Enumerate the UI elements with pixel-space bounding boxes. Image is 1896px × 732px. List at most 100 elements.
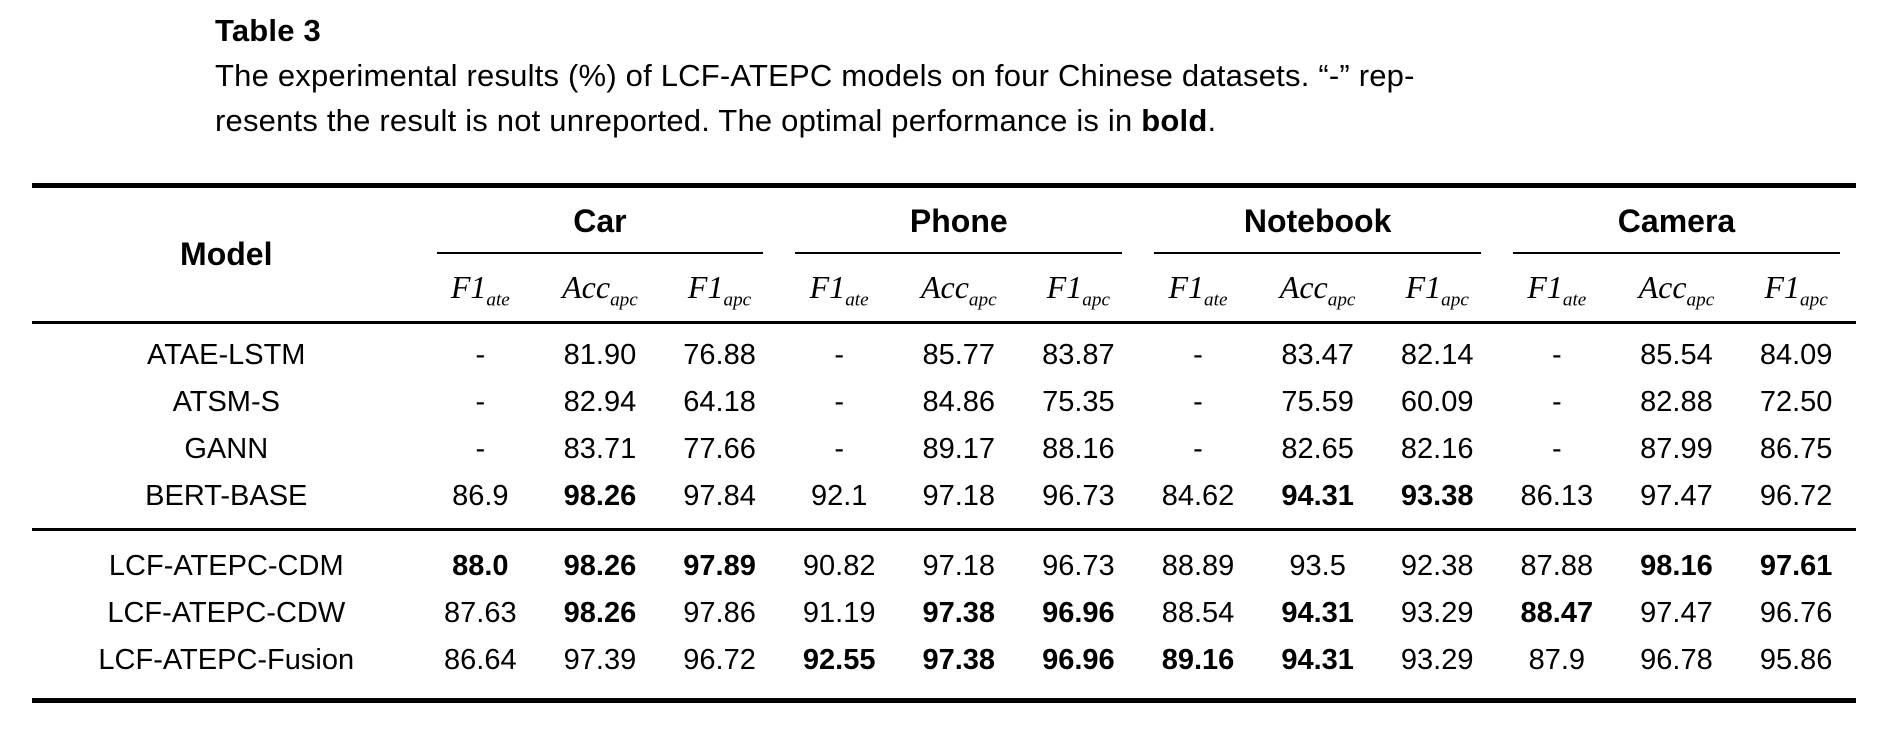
metric-base: F1 — [450, 269, 487, 305]
metric-header-car-f1-ate: F1ate — [421, 254, 541, 323]
group-header-notebook: Notebook — [1138, 186, 1497, 255]
value-cell: 92.38 — [1400, 550, 1474, 582]
value-cell: 98.26 — [563, 480, 637, 512]
value-cell: 90.82 — [802, 550, 876, 582]
value-cell: - — [1551, 386, 1562, 418]
metric-header-notebook-acc-apc: Accapc — [1258, 254, 1378, 323]
metric-subscript: apc — [968, 289, 997, 311]
baseline-rows-section: ATAE-LSTM - 81.90 76.88 - 85.77 83.87 - 83.47 82.… — [32, 323, 1856, 530]
model-cell: LCF-ATEPC-CDW — [107, 597, 346, 629]
value-cell: 76.88 — [683, 339, 756, 371]
value-cell: 97.18 — [922, 480, 996, 512]
table-row: BERT-BASE 86.9 98.26 97.84 92.1 97.18 96.73 84.… — [32, 473, 1856, 530]
value-cell: 97.47 — [1640, 597, 1713, 629]
table-row: ATAE-LSTM - 81.90 76.88 - 85.77 83.87 - 83.47 82.… — [32, 323, 1856, 380]
header-row-metrics: F1ate Accapc F1apc F1ate Accapc F1apc F1ate Acc… — [32, 254, 1856, 323]
value-cell: 97.38 — [922, 597, 996, 629]
value-cell: 72.50 — [1759, 386, 1833, 418]
metric-subscript: apc — [1800, 289, 1828, 311]
value-cell: 96.76 — [1759, 597, 1833, 629]
value-cell: 93.38 — [1400, 480, 1474, 512]
value-cell: 82.16 — [1400, 433, 1474, 465]
metric-base: Acc — [1638, 269, 1687, 305]
metric-base: F1 — [1405, 269, 1442, 305]
group-header-phone: Phone — [779, 186, 1138, 255]
metric-subscript: ate — [1204, 289, 1228, 311]
value-cell: 82.88 — [1640, 386, 1713, 418]
value-cell: 93.29 — [1400, 597, 1474, 629]
value-cell: 97.39 — [563, 644, 637, 676]
metric-subscript: ate — [486, 289, 510, 311]
metric-base: F1 — [1764, 269, 1801, 305]
table-caption: Table 3 The experimental results (%) of … — [215, 8, 1415, 143]
value-cell: 83.87 — [1042, 339, 1115, 371]
value-cell: 97.84 — [683, 480, 756, 512]
value-cell: 98.16 — [1640, 550, 1713, 582]
metric-subscript: apc — [1686, 289, 1715, 311]
metric-header-notebook-f1-apc: F1apc — [1377, 254, 1497, 323]
value-cell: 89.17 — [922, 433, 996, 465]
value-cell: 96.96 — [1042, 597, 1115, 629]
value-cell: 85.54 — [1640, 339, 1713, 371]
metric-header-phone-f1-apc: F1apc — [1019, 254, 1139, 323]
value-cell: 92.55 — [802, 644, 876, 676]
caption-line2: resents the result is not unreported. Th… — [215, 98, 1415, 143]
model-cell: LCF-ATEPC-CDM — [108, 550, 344, 582]
value-cell: 91.19 — [802, 597, 876, 629]
value-cell: 98.26 — [563, 597, 637, 629]
group-header-car: Car — [421, 186, 780, 255]
table-row: LCF-ATEPC-CDM 88.0 98.26 97.89 90.82 97.18 96.… — [32, 530, 1856, 591]
value-cell: 97.18 — [922, 550, 996, 582]
metric-subscript: ate — [845, 289, 869, 311]
value-cell: 75.59 — [1281, 386, 1354, 418]
caption-title: Table 3 — [215, 13, 321, 48]
value-cell: 98.26 — [563, 550, 637, 582]
table-row: ATSM-S - 82.94 64.18 - 84.86 75.35 - 75.59 60.09 -… — [32, 379, 1856, 426]
value-cell: 94.31 — [1281, 597, 1354, 629]
metric-base: Acc — [562, 269, 611, 305]
value-cell: - — [1193, 386, 1203, 418]
metric-base: F1 — [1168, 269, 1205, 305]
model-cell: ATAE-LSTM — [147, 339, 306, 371]
value-cell: 95.86 — [1759, 644, 1833, 676]
model-cell: GANN — [184, 433, 269, 465]
value-cell: 85.77 — [922, 339, 996, 371]
value-cell: 86.75 — [1759, 433, 1833, 465]
value-cell: 84.86 — [922, 386, 996, 418]
table-row: LCF-ATEPC-Fusion 86.64 97.39 96.72 92.55 97.3… — [32, 637, 1856, 701]
value-cell: 94.31 — [1281, 480, 1354, 512]
value-cell: 86.9 — [452, 480, 509, 512]
metric-base: F1 — [687, 269, 724, 305]
caption-line1: The experimental results (%) of LCF-ATEP… — [215, 58, 1415, 93]
value-cell: 96.72 — [683, 644, 756, 676]
value-cell: 87.99 — [1640, 433, 1713, 465]
value-cell: - — [475, 386, 486, 418]
metric-header-notebook-f1-ate: F1ate — [1138, 254, 1258, 323]
metric-header-camera-acc-apc: Accapc — [1617, 254, 1737, 323]
value-cell: 84.62 — [1161, 480, 1235, 512]
value-cell: 86.64 — [444, 644, 517, 676]
metric-subscript: ate — [1562, 289, 1587, 311]
value-cell: 96.73 — [1042, 480, 1115, 512]
value-cell: 64.18 — [683, 386, 756, 418]
value-cell: 97.86 — [683, 597, 756, 629]
value-cell: 96.73 — [1042, 550, 1115, 582]
value-cell: 88.0 — [452, 550, 509, 582]
value-cell: 93.29 — [1400, 644, 1474, 676]
value-cell: 87.9 — [1528, 644, 1586, 676]
value-cell: - — [834, 386, 844, 418]
value-cell: - — [1551, 339, 1562, 371]
value-cell: - — [475, 339, 486, 371]
metric-header-camera-f1-apc: F1apc — [1736, 254, 1856, 323]
value-cell: 92.1 — [810, 480, 868, 512]
table-header: Model Car Phone Notebook Camera F1ate Accapc F… — [32, 186, 1856, 323]
value-cell: - — [1193, 339, 1203, 371]
value-cell: 96.72 — [1759, 480, 1833, 512]
results-table: Model Car Phone Notebook Camera F1ate Accapc F… — [32, 183, 1856, 703]
value-cell: 81.90 — [563, 339, 637, 371]
value-cell: 82.14 — [1400, 339, 1474, 371]
model-cell: ATSM-S — [172, 386, 280, 418]
value-cell: 87.63 — [444, 597, 517, 629]
metric-subscript: apc — [723, 289, 752, 311]
